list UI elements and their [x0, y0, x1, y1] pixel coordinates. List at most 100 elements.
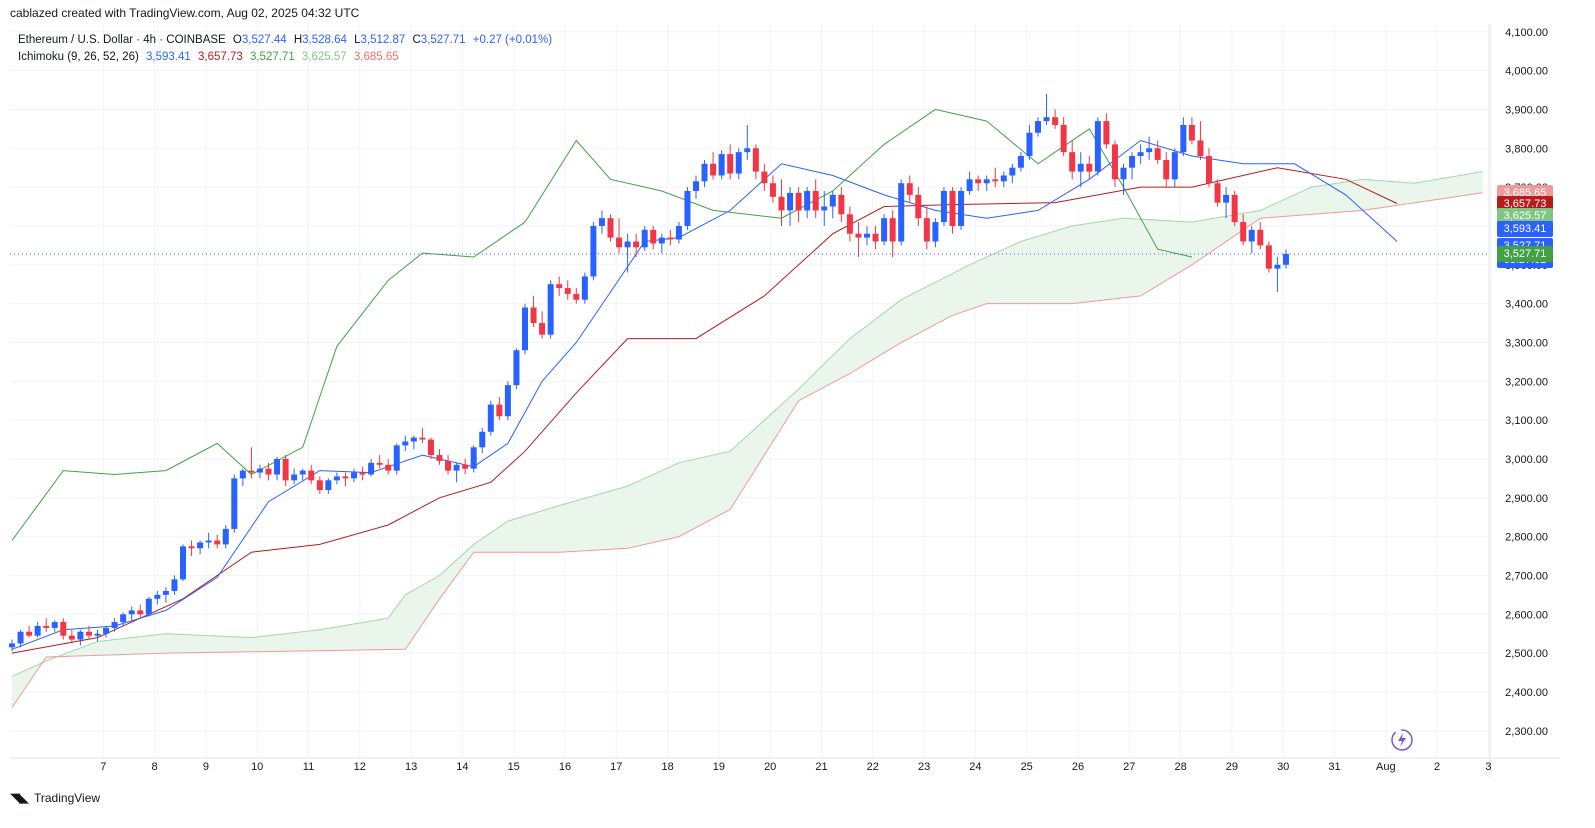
- price-tag: 3,657.73: [1497, 195, 1553, 212]
- candle-body: [522, 307, 528, 351]
- senkou-span-b-line: [11, 192, 1483, 708]
- price-tick-label: 4,000.00: [1505, 66, 1548, 78]
- time-tick-label: 19: [713, 761, 725, 773]
- time-tick-label: 15: [508, 761, 520, 773]
- lightning-icon[interactable]: [1390, 728, 1414, 752]
- time-tick-label: 10: [251, 761, 263, 773]
- tradingview-logo-icon: ◥◣: [10, 790, 29, 805]
- candle-body: [778, 196, 785, 211]
- candle-body: [573, 293, 580, 300]
- candle-body: [821, 206, 828, 211]
- price-tick-label: 2,900.00: [1505, 493, 1548, 505]
- candle-body: [530, 307, 537, 324]
- legend-high-label: H: [293, 34, 303, 46]
- price-tick-label: 3,900.00: [1505, 104, 1548, 116]
- candle-body: [214, 540, 221, 545]
- candle-body: [325, 480, 332, 491]
- ichimoku-chikou-value: 3,527.71: [249, 51, 295, 63]
- legend-low: 3,512.87: [360, 34, 406, 46]
- price-tag: 3,625.57: [1497, 208, 1553, 225]
- time-tick-label: 20: [764, 761, 776, 773]
- price-tick-label: 4,100.00: [1505, 27, 1548, 39]
- price-tick-label: 3,000.00: [1505, 454, 1548, 466]
- candle-body: [1069, 152, 1076, 172]
- candle-body: [1154, 148, 1161, 160]
- candle-body: [872, 233, 879, 242]
- price-tag: 3,593.41: [1497, 220, 1553, 237]
- legend-ichimoku: Ichimoku (9, 26, 52, 26) 3,593.41 3,657.…: [18, 51, 403, 63]
- price-tag: 3,527.71: [1497, 246, 1553, 263]
- candle-body: [1163, 159, 1170, 180]
- time-tick-label: 22: [867, 761, 879, 773]
- legend-open-label: O: [232, 34, 242, 46]
- time-tick-label: 12: [354, 761, 366, 773]
- candle-body: [162, 591, 169, 595]
- candle-body: [43, 625, 50, 628]
- candle-body: [992, 179, 999, 182]
- time-tick-label: 8: [152, 761, 158, 773]
- candle-body: [137, 610, 144, 615]
- price-tick-label: 2,300.00: [1505, 726, 1548, 738]
- candle-body: [34, 625, 41, 636]
- candle-body: [60, 622, 67, 636]
- candle-body: [333, 476, 340, 481]
- time-tick-label: 16: [559, 761, 571, 773]
- footer-brand: TradingView: [34, 791, 101, 805]
- candle-body: [940, 190, 947, 223]
- candle-body: [94, 633, 101, 636]
- time-tick-label: 30: [1277, 761, 1289, 773]
- legend-close: 3,527.71: [420, 34, 466, 46]
- candle-body: [359, 472, 366, 475]
- ichimoku-tenkan-value: 3,593.41: [146, 51, 191, 63]
- legend-change: +0.27 (+0.01%): [472, 34, 553, 46]
- candle-body: [915, 194, 922, 219]
- time-tick-label: 7: [100, 761, 106, 773]
- candle-body: [1206, 156, 1212, 184]
- price-tick-label: 3,100.00: [1505, 415, 1548, 427]
- candle-body: [581, 276, 588, 300]
- candle-body: [1052, 117, 1059, 125]
- candle-body: [111, 622, 118, 628]
- time-tick-label: 11: [303, 761, 314, 773]
- candle-body: [239, 470, 246, 479]
- candle-body: [1240, 222, 1247, 242]
- candle-body: [838, 194, 845, 215]
- candle-body: [299, 470, 306, 475]
- candle-body: [616, 237, 623, 248]
- legend-symbol[interactable]: Ethereum / U.S. Dollar · 4h · COINBASE: [18, 34, 226, 46]
- watermark-caption: cablazed created with TradingView.com, A…: [10, 6, 360, 20]
- candle-body: [77, 631, 84, 640]
- candle-body: [1274, 264, 1281, 269]
- candle-body: [983, 179, 990, 184]
- ichimoku-kijun-value: 3,657.73: [197, 51, 243, 63]
- price-tick-label: 3,800.00: [1505, 143, 1548, 155]
- candle-body: [1223, 194, 1230, 203]
- candle-body: [684, 190, 691, 226]
- price-tick-label: 3,400.00: [1505, 299, 1548, 311]
- ichimoku-lines: [10, 108, 1490, 708]
- candle-body: [633, 241, 640, 248]
- price-tick-label: 2,400.00: [1505, 687, 1548, 699]
- candle-body: [248, 470, 255, 473]
- candle-body: [393, 445, 400, 471]
- candle-body: [1017, 156, 1024, 168]
- candle-body: [120, 614, 127, 623]
- candle-body: [1129, 156, 1136, 168]
- candle-body: [513, 350, 520, 386]
- candle-body: [385, 464, 392, 471]
- price-axis[interactable]: 2,300.00 2,400.00 2,500.00 2,600.00 2,700.00…: [1505, 27, 1548, 738]
- ichimoku-label[interactable]: Ichimoku (9, 26, 52, 26): [18, 51, 139, 63]
- candle-body: [804, 190, 811, 211]
- candle-body: [1077, 163, 1084, 172]
- candle-body: [650, 229, 657, 244]
- candle-body: [641, 229, 648, 248]
- candle-body: [188, 546, 195, 549]
- time-tick-label: 2: [1434, 761, 1440, 773]
- candle-body: [1043, 117, 1050, 122]
- candle-body: [291, 474, 298, 481]
- time-axis[interactable]: 7 8 9 10 11 12 13 14 15 16 17 18 19 20 21 22 23 24 25 26 27 2…: [100, 761, 1491, 773]
- candle-body: [675, 225, 682, 240]
- candle-body: [402, 441, 409, 446]
- candle-body: [1026, 132, 1033, 157]
